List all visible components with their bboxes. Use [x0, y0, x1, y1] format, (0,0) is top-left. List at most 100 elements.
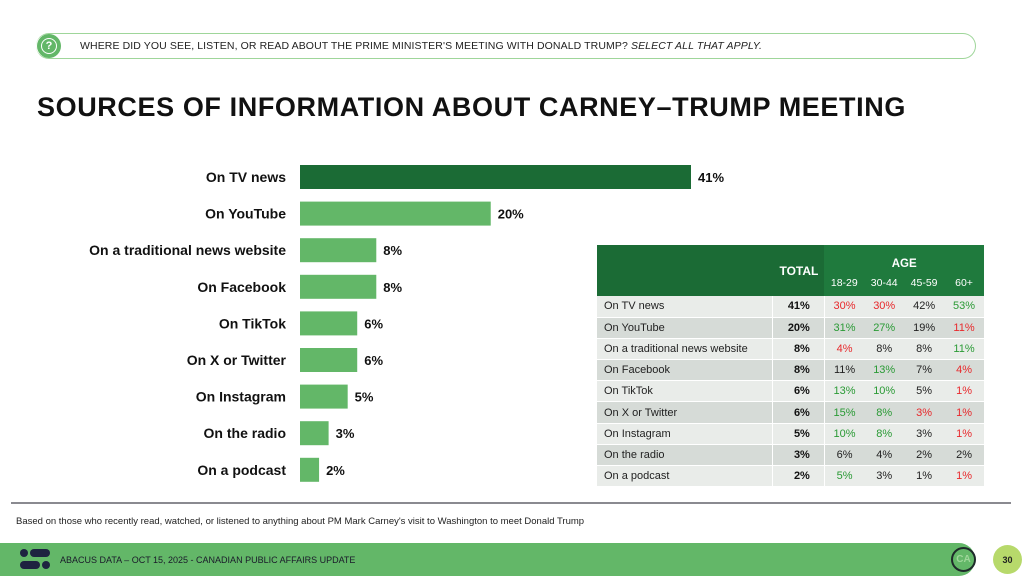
bar-value-label: 6%: [364, 316, 383, 331]
bar-value-label: 8%: [383, 243, 402, 258]
bar-category-label: On TikTok: [219, 315, 286, 331]
age-cell: 6%: [824, 444, 865, 467]
age-cell: 19%: [904, 317, 945, 339]
table-row: On a traditional news website 8% 4% 8% 8% 11%: [597, 338, 984, 361]
age-cell: 13%: [824, 380, 865, 403]
table-row: On TikTok 6% 13% 10% 5% 1%: [597, 380, 984, 403]
page-title: SOURCES OF INFORMATION ABOUT CARNEY–TRUM…: [37, 92, 906, 122]
age-cell: 30%: [864, 296, 905, 318]
age-cell: 4%: [824, 338, 865, 361]
bar: [300, 238, 377, 263]
table-row: On X or Twitter 6% 15% 8% 3% 1%: [597, 401, 984, 424]
row-label: On X or Twitter: [597, 401, 773, 424]
age-cell: 5%: [904, 380, 945, 403]
table-row: On Facebook 8% 11% 13% 7% 4%: [597, 359, 984, 382]
age-group-header: AGE: [824, 245, 984, 270]
row-label: On a podcast: [597, 465, 773, 488]
footnote: Based on those who recently read, watche…: [16, 516, 585, 527]
age-cell: 10%: [864, 380, 905, 403]
age-cell: 11%: [824, 359, 865, 382]
age-cell: 8%: [864, 423, 905, 445]
bar-category-label: On Instagram: [196, 389, 286, 405]
bar: [300, 384, 348, 409]
age-cell: 8%: [864, 401, 905, 424]
row-label: On Instagram: [597, 423, 773, 445]
age-column-header: 30-44: [864, 270, 905, 296]
age-cell: 1%: [944, 465, 984, 488]
age-cell: 5%: [824, 465, 865, 488]
row-label: On TV news: [597, 296, 773, 318]
row-label: On a traditional news website: [597, 338, 773, 361]
question-banner: [36, 33, 976, 59]
bar-chart: On TV news 41% On YouTube 20% On a tradition…: [89, 165, 724, 482]
age-cell: 13%: [864, 359, 905, 382]
bar: [300, 274, 377, 299]
bar: [300, 201, 491, 226]
age-cell: 15%: [824, 401, 865, 424]
age-cell: 11%: [944, 338, 984, 361]
question-text: WHERE DID YOU SEE, LISTEN, OR READ ABOUT…: [80, 40, 762, 52]
age-breakdown-table: TOTAL AGE 18-29 30-44 45-59 60+ On TV news 4…: [597, 245, 984, 488]
row-total: 8%: [772, 338, 825, 361]
age-cell: 1%: [944, 380, 984, 403]
bar-category-label: On TV news: [206, 169, 286, 185]
row-total: 5%: [772, 423, 825, 445]
age-cell: 31%: [824, 317, 865, 339]
bar-category-label: On a traditional news website: [89, 242, 286, 258]
table-row: On a podcast 2% 5% 3% 1% 1%: [597, 465, 984, 488]
age-cell: 27%: [864, 317, 905, 339]
age-cell: 10%: [824, 423, 865, 445]
bar-category-label: On Facebook: [197, 279, 286, 295]
bar: [300, 311, 358, 336]
bar-value-label: 3%: [336, 426, 355, 441]
bar-category-label: On the radio: [204, 425, 286, 441]
row-total: 6%: [772, 401, 825, 424]
age-column-header: 45-59: [904, 270, 945, 296]
age-cell: 3%: [904, 423, 945, 445]
question-main: WHERE DID YOU SEE, LISTEN, OR READ ABOUT…: [80, 40, 628, 52]
bar-category-label: On X or Twitter: [187, 352, 287, 368]
bar-value-label: 5%: [355, 390, 374, 405]
age-cell: 8%: [864, 338, 905, 361]
age-cell: 8%: [904, 338, 945, 361]
row-total: 3%: [772, 444, 825, 467]
question-bubble-icon: ?: [37, 34, 61, 58]
row-total: 20%: [772, 317, 825, 339]
age-cell: 7%: [904, 359, 945, 382]
bar-value-label: 20%: [498, 207, 524, 222]
footer-source-text: ABACUS DATA – OCT 15, 2025 - CANADIAN PU…: [60, 555, 356, 565]
bar-value-label: 6%: [364, 353, 383, 368]
age-cell: 30%: [824, 296, 865, 318]
age-cell: 2%: [904, 444, 945, 467]
row-label: On Facebook: [597, 359, 773, 382]
age-cell: 53%: [944, 296, 984, 318]
bar: [300, 348, 358, 372]
row-label: On the radio: [597, 444, 773, 467]
row-total: 6%: [772, 380, 825, 403]
page-number: 30: [993, 545, 1022, 574]
table-row: On TV news 41% 30% 30% 42% 53%: [597, 296, 984, 318]
age-cell: 2%: [944, 444, 984, 467]
bar: [300, 165, 691, 189]
age-cell: 1%: [904, 465, 945, 488]
bar-category-label: On a podcast: [197, 462, 286, 478]
bar-value-label: 2%: [326, 463, 345, 478]
footer-bar: [0, 543, 975, 576]
row-total: 8%: [772, 359, 825, 382]
abacus-logo-icon: [20, 549, 50, 569]
table-row: On YouTube 20% 31% 27% 19% 11%: [597, 317, 984, 339]
bar: [300, 421, 329, 446]
age-cell: 42%: [904, 296, 945, 318]
bar: [300, 457, 320, 482]
row-label: On YouTube: [597, 317, 773, 339]
table-corner-header: [597, 245, 773, 296]
bar-value-label: 8%: [383, 280, 402, 295]
ca-badge-icon: CA: [951, 547, 976, 572]
bar-category-label: On YouTube: [205, 206, 286, 222]
age-cell: 4%: [944, 359, 984, 382]
age-cell: 1%: [944, 423, 984, 445]
age-cell: 3%: [864, 465, 905, 488]
age-cell: 1%: [944, 401, 984, 424]
row-total: 2%: [772, 465, 825, 488]
table-row: On Instagram 5% 10% 8% 3% 1%: [597, 423, 984, 445]
